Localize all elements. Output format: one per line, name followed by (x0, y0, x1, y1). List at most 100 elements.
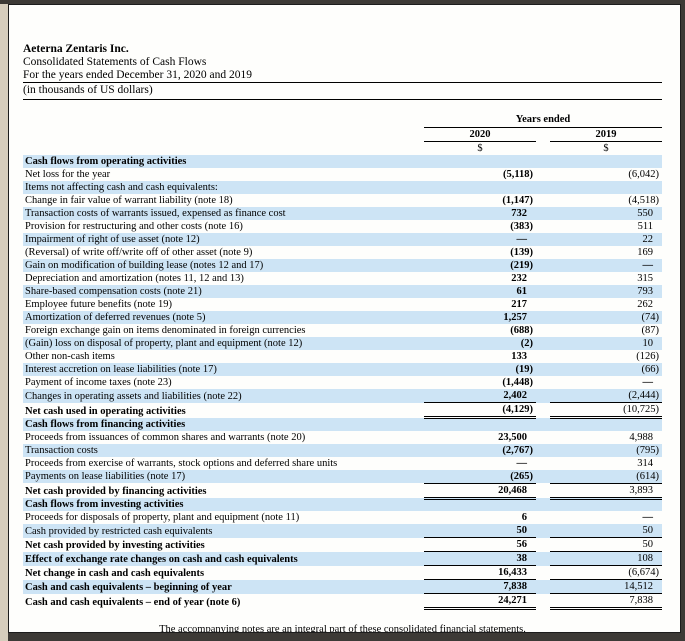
row-label: Interest accretion on lease liabilities … (23, 363, 424, 376)
row-label: Net cash provided by investing activitie… (25, 539, 205, 551)
value-2019: (126) (636, 351, 659, 362)
row-label: Foreign exchange gain on items denominat… (25, 325, 306, 336)
column-gap (536, 511, 550, 524)
column-gap (536, 142, 550, 156)
column-gap (536, 483, 550, 498)
table-row: Cash and cash equivalents – beginning of… (23, 579, 662, 594)
column-gap (536, 194, 550, 207)
row-label: Cash provided by restricted cash equival… (23, 524, 424, 538)
row-label: (Gain) loss on disposal of property, pla… (23, 337, 424, 350)
table-row: Transaction costs (2,767) (795) (23, 443, 662, 457)
value-2019: 14,512 (550, 579, 662, 594)
column-gap (536, 566, 550, 580)
row-label: Proceeds from issuances of common shares… (25, 431, 306, 443)
value-2019: 169 (637, 247, 653, 258)
table-row: Impairment of right of use asset (note 1… (23, 233, 662, 246)
years-ended-label: Years ended (424, 112, 662, 128)
table-row: Net cash provided by financing activitie… (23, 483, 662, 500)
column-gap (536, 220, 550, 233)
value-2019: (795) (550, 443, 662, 457)
column-gap (536, 417, 550, 431)
value-2020 (424, 181, 536, 194)
page-edge-strip (0, 4, 8, 641)
table-row: Employee future benefits (note 19) 217 262 (23, 298, 662, 311)
value-2019: 10 (550, 337, 662, 350)
value-2020: (1,147) (502, 195, 533, 206)
value-2020: 50 (424, 524, 536, 538)
value-2020: (2) (424, 337, 536, 350)
column-gap (536, 350, 550, 363)
row-label: Payments on lease liabilities (note 17) (23, 469, 424, 483)
value-2020: 56 (424, 537, 536, 552)
row-label: Cash flows from investing activities (23, 498, 424, 511)
row-label: Change in fair value of warrant liabilit… (25, 195, 233, 206)
value-2019: 3,893 (550, 483, 662, 500)
column-gap (536, 594, 550, 609)
row-label: Net cash provided by financing activitie… (25, 486, 207, 497)
value-2020: 16,433 (424, 565, 536, 580)
document-header: Aeterna Zentaris Inc. Consolidated State… (23, 43, 662, 100)
column-gap (536, 579, 550, 594)
value-2020: 7,838 (424, 579, 536, 594)
value-2020: — (516, 457, 528, 469)
table-row: Transaction costs of warrants issued, ex… (23, 207, 662, 220)
column-gap (536, 324, 550, 337)
spacer-cell (23, 142, 424, 156)
table-row: Proceeds from issuances of common shares… (23, 431, 662, 444)
value-2019: 7,838 (550, 593, 662, 610)
table-row: Provision for restructuring and other co… (23, 220, 662, 233)
column-gap (536, 498, 550, 511)
units-note: (in thousands of US dollars) (23, 82, 662, 100)
table-row: Depreciation and amortization (notes 11,… (23, 272, 662, 285)
value-2019: (74) (550, 311, 662, 324)
row-label: Other non-cash items (25, 351, 115, 362)
currency-symbol-2019: $ (603, 143, 609, 154)
value-2019: 314 (637, 457, 653, 469)
table-row: Payment of income taxes (note 23) (1,448)… (23, 376, 662, 389)
row-label: Proceeds from exercise of warrants, stoc… (25, 457, 338, 469)
value-2020: — (424, 233, 536, 246)
value-2019: — (642, 377, 654, 388)
table-row: Amortization of deferred revenues (note … (23, 311, 662, 324)
column-gap (536, 272, 550, 285)
currency-symbol-2020: $ (477, 143, 483, 154)
value-2020 (424, 417, 536, 431)
value-2019: 4,988 (629, 431, 653, 443)
value-2020: 24,271 (424, 593, 536, 610)
row-label: Transaction costs (23, 443, 424, 457)
column-gap (536, 457, 550, 470)
row-label: Payment of income taxes (note 23) (25, 377, 172, 388)
column-gap (536, 538, 550, 552)
table-row: (Gain) loss on disposal of property, pla… (23, 337, 662, 350)
table-row: Effect of exchange rate changes on cash … (23, 551, 662, 566)
value-2019: (6,042) (628, 169, 659, 180)
spacer-cell (23, 128, 424, 142)
value-2020: 38 (424, 551, 536, 566)
row-label: Changes in operating assets and liabilit… (23, 389, 424, 403)
value-2020: 2,402 (424, 389, 536, 403)
value-2019 (550, 155, 662, 168)
years-ended-row: Years ended (23, 112, 662, 128)
table-row: Items not affecting cash and cash equiva… (23, 181, 662, 194)
column-header-2020: 2020 (424, 127, 536, 142)
value-2019: 511 (637, 221, 653, 232)
column-gap (536, 298, 550, 311)
value-2019: 315 (637, 273, 653, 284)
row-label: Items not affecting cash and cash equiva… (23, 181, 424, 194)
row-label: Cash flows from financing activities (23, 417, 424, 431)
value-2020: (383) (510, 221, 533, 232)
value-2019: — (642, 512, 654, 523)
column-gap (536, 168, 550, 181)
value-2019: (6,674) (550, 565, 662, 580)
column-header-2019: 2019 (550, 127, 662, 142)
value-2020 (424, 155, 536, 168)
value-2020: (265) (424, 469, 536, 484)
row-label: Proceeds for disposals of property, plan… (25, 512, 300, 523)
value-2020 (424, 498, 536, 511)
column-gap (536, 443, 550, 457)
table-row: Net change in cash and cash equivalents 1… (23, 565, 662, 580)
column-gap (536, 246, 550, 259)
value-2019: 50 (550, 537, 662, 552)
row-label: Effect of exchange rate changes on cash … (23, 551, 424, 566)
value-2020: (139) (510, 247, 533, 258)
